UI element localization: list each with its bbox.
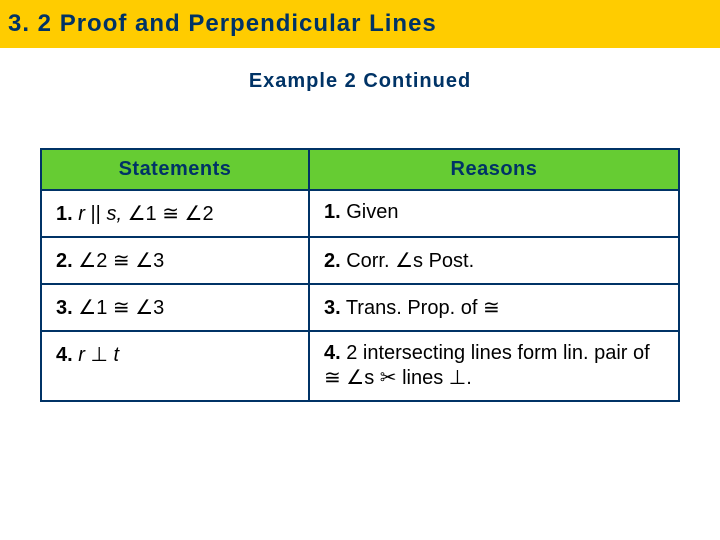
table-header-row: Statements Reasons	[41, 149, 679, 190]
reason-cell: 1. Given	[309, 190, 679, 237]
table-row: 1. r || s, ∠1 ≅ ∠21. Given	[41, 190, 679, 237]
reason-cell: 2. Corr. ∠s Post.	[309, 237, 679, 284]
table-row: 2. ∠2 ≅ ∠32. Corr. ∠s Post.	[41, 237, 679, 284]
reason-cell: 4. 2 intersecting lines form lin. pair o…	[309, 331, 679, 401]
col-header-reasons: Reasons	[309, 149, 679, 190]
statement-cell: 3. ∠1 ≅ ∠3	[41, 284, 309, 331]
statement-cell: 2. ∠2 ≅ ∠3	[41, 237, 309, 284]
subtitle: Example 2 Continued	[0, 70, 720, 93]
table-row: 3. ∠1 ≅ ∠33. Trans. Prop. of ≅	[41, 284, 679, 331]
proof-table-body: 1. r || s, ∠1 ≅ ∠21. Given2. ∠2 ≅ ∠32. C…	[41, 190, 679, 401]
reason-cell: 3. Trans. Prop. of ≅	[309, 284, 679, 331]
table-row: 4. r ⊥ t4. 2 intersecting lines form lin…	[41, 331, 679, 401]
col-header-statements: Statements	[41, 149, 309, 190]
statement-cell: 4. r ⊥ t	[41, 331, 309, 401]
statement-cell: 1. r || s, ∠1 ≅ ∠2	[41, 190, 309, 237]
page-title: 3. 2 Proof and Perpendicular Lines	[8, 10, 437, 38]
proof-table: Statements Reasons 1. r || s, ∠1 ≅ ∠21. …	[40, 148, 680, 402]
banner: 3. 2 Proof and Perpendicular Lines	[0, 0, 720, 48]
